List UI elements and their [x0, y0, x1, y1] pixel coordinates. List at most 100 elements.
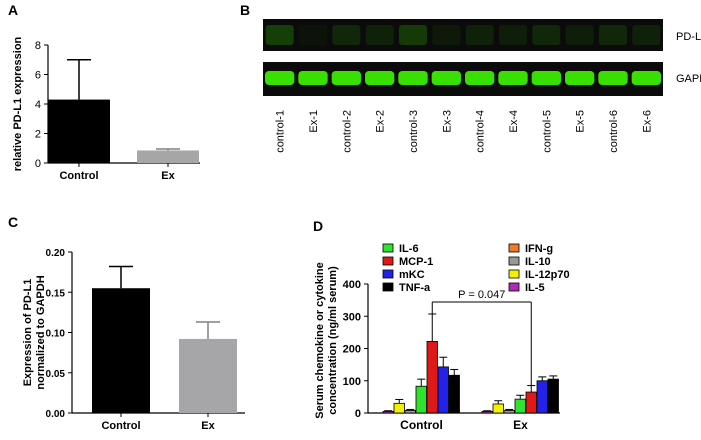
blot-gapdh-band [265, 71, 295, 85]
blot-pdl1-band [432, 25, 461, 45]
panel-d-y-tick-label: 0 [355, 408, 361, 420]
blot-gapdh-band [565, 71, 595, 85]
blot-pdl1-band [565, 25, 594, 45]
panel-d-legend-label-ifn-g: IFN-g [525, 243, 553, 255]
panel-d-legend-label-il-5: IL-5 [525, 282, 545, 294]
panel-d-legend-label-il-6: IL-6 [399, 243, 419, 255]
panel-d-bar-il-6 [415, 385, 427, 414]
blot-gapdh-band [398, 71, 428, 85]
panel-c-y-axis-label: Expression of PD-L1 [22, 279, 34, 387]
panel-d-bar-mkc [536, 380, 548, 414]
blot-lane-label: Ex-5 [575, 110, 587, 133]
panel-c-letter: C [8, 214, 19, 230]
blot-pdl1-band [465, 25, 494, 45]
panel-d-bar-mkc [437, 366, 449, 414]
panel-d-legend-label-tnf-a: TNF-a [399, 282, 431, 294]
panel-c-y-tick-label: 0.10 [46, 329, 66, 340]
blot-pdl1-band [265, 25, 294, 45]
panel-d-bar-mcp-1 [426, 341, 438, 414]
panel-d-x-tick-label: Control [400, 418, 443, 432]
panel-c-y-tick-label: 0.00 [46, 409, 66, 420]
panel-a-y-tick-label: 0 [35, 158, 41, 170]
blot-gapdh-band [465, 71, 495, 85]
panel-d-bar-il-10 [503, 410, 515, 414]
panel-d-legend-label-il-10: IL-10 [525, 256, 551, 268]
panel-a-y-tick-label: 2 [35, 129, 41, 141]
blot-lane-label: control-1 [275, 110, 287, 153]
blot-pdl1-band [532, 25, 561, 45]
panel-a-y-tick-label: 4 [35, 99, 41, 111]
panel-d-y-tick-label: 200 [343, 344, 361, 356]
panel-c-bar-control [92, 288, 150, 413]
panel-c-y-axis-label: normalized to GAPDH [35, 275, 47, 389]
panel-d-y-axis-label: concentration (ng/ml serum) [327, 266, 339, 415]
panel-d-bar-il-6 [514, 398, 526, 414]
panel-d-legend-swatch-il-5 [508, 282, 520, 292]
panel-a-y-axis-label: relative PD-L1 expression [12, 36, 24, 171]
panel-d-legend-swatch-tnf-a [382, 282, 394, 292]
panel-d-legend-swatch-il-12p70 [508, 269, 520, 279]
panel-d-legend-label-mcp-1: MCP-1 [399, 256, 433, 268]
blot-gapdh-strip [263, 62, 663, 96]
panel-a-bar-ex [137, 150, 199, 163]
panel-d-letter: D [313, 218, 324, 234]
blot-gapdh-band [431, 71, 461, 85]
blot-pdl1-band [365, 25, 394, 45]
blot-gapdh-band [331, 71, 361, 85]
blot-pdl1-band [299, 25, 327, 45]
panel-c-x-tick-label: Control [101, 420, 140, 432]
panel-a-y-tick-label: 6 [35, 70, 41, 82]
panel-c-y-tick-label: 0.05 [46, 369, 66, 380]
blot-lane-label: control-5 [541, 110, 553, 153]
panel-d-bar-il-5 [382, 410, 394, 414]
panel-d-bar-mcp-1 [525, 391, 537, 414]
panel-a-x-tick-label: Control [59, 170, 98, 182]
panel-d-bar-il-12p70 [492, 403, 504, 414]
blot-gapdh-band [531, 71, 561, 85]
blot-gapdh-band [631, 71, 661, 85]
blot-lane-label: control-2 [341, 110, 353, 153]
blot-gapdh-band [298, 71, 328, 85]
panel-d-x-tick-label: Ex [513, 418, 528, 432]
panel-d-legend-swatch-mkc [382, 269, 394, 279]
panel-d-legend-swatch-il-10 [508, 256, 520, 266]
panel-d-legend-swatch-il-6 [382, 243, 394, 253]
panel-d-bar-il-5 [481, 410, 493, 414]
blot-gapdh-band [365, 71, 395, 85]
blot-pdl1-band [499, 25, 527, 45]
panel-d-legend-swatch-mcp-1 [382, 256, 394, 266]
panel-d-legend-swatch-ifn-g [508, 243, 520, 253]
blot-lane-label: Ex-6 [641, 110, 653, 133]
panel-d-bar-tnf-a [448, 374, 460, 414]
panel-d-y-tick-label: 400 [343, 279, 361, 291]
panel-d-y-tick-label: 100 [343, 376, 361, 388]
blot-pdl1-band [599, 25, 627, 45]
blot-gapdh-label: GAPDH [676, 73, 701, 85]
blot-lane-label: control-3 [408, 110, 420, 153]
blot-lane-label: Ex-2 [375, 110, 387, 133]
blot-lane-label: control-6 [608, 110, 620, 153]
blot-pdl1-band [399, 25, 427, 45]
panel-a-bar-control [48, 99, 110, 163]
blot-lane-label: Ex-3 [441, 110, 453, 133]
panel-d-bar-tnf-a [547, 378, 559, 414]
panel-d-p-value: P = 0.047 [458, 289, 505, 301]
blot-pdl1-band [332, 25, 361, 45]
panel-b-letter: B [240, 2, 251, 18]
blot-lane-label: Ex-4 [508, 110, 520, 133]
panel-a-x-tick-label: Ex [161, 170, 175, 182]
panel-c-y-tick-label: 0.15 [46, 288, 66, 299]
panel-a-y-tick-label: 8 [35, 40, 41, 52]
panel-c-bar-ex [179, 338, 237, 413]
panel-d-legend-label-mkc: mKC [399, 269, 425, 281]
blot-pdl1-band [632, 25, 661, 45]
panel-c-x-tick-label: Ex [201, 420, 215, 432]
blot-lane-label: Ex-1 [308, 110, 320, 133]
panel-d-y-axis-label: Serum chemokine or cytokine [314, 262, 326, 419]
panel-d-bar-il-10 [404, 410, 416, 414]
blot-gapdh-band [498, 71, 528, 85]
panel-c-y-tick-label: 0.20 [46, 248, 66, 259]
blot-lane-label: control-4 [475, 110, 487, 153]
panel-d-y-tick-label: 300 [343, 311, 361, 323]
